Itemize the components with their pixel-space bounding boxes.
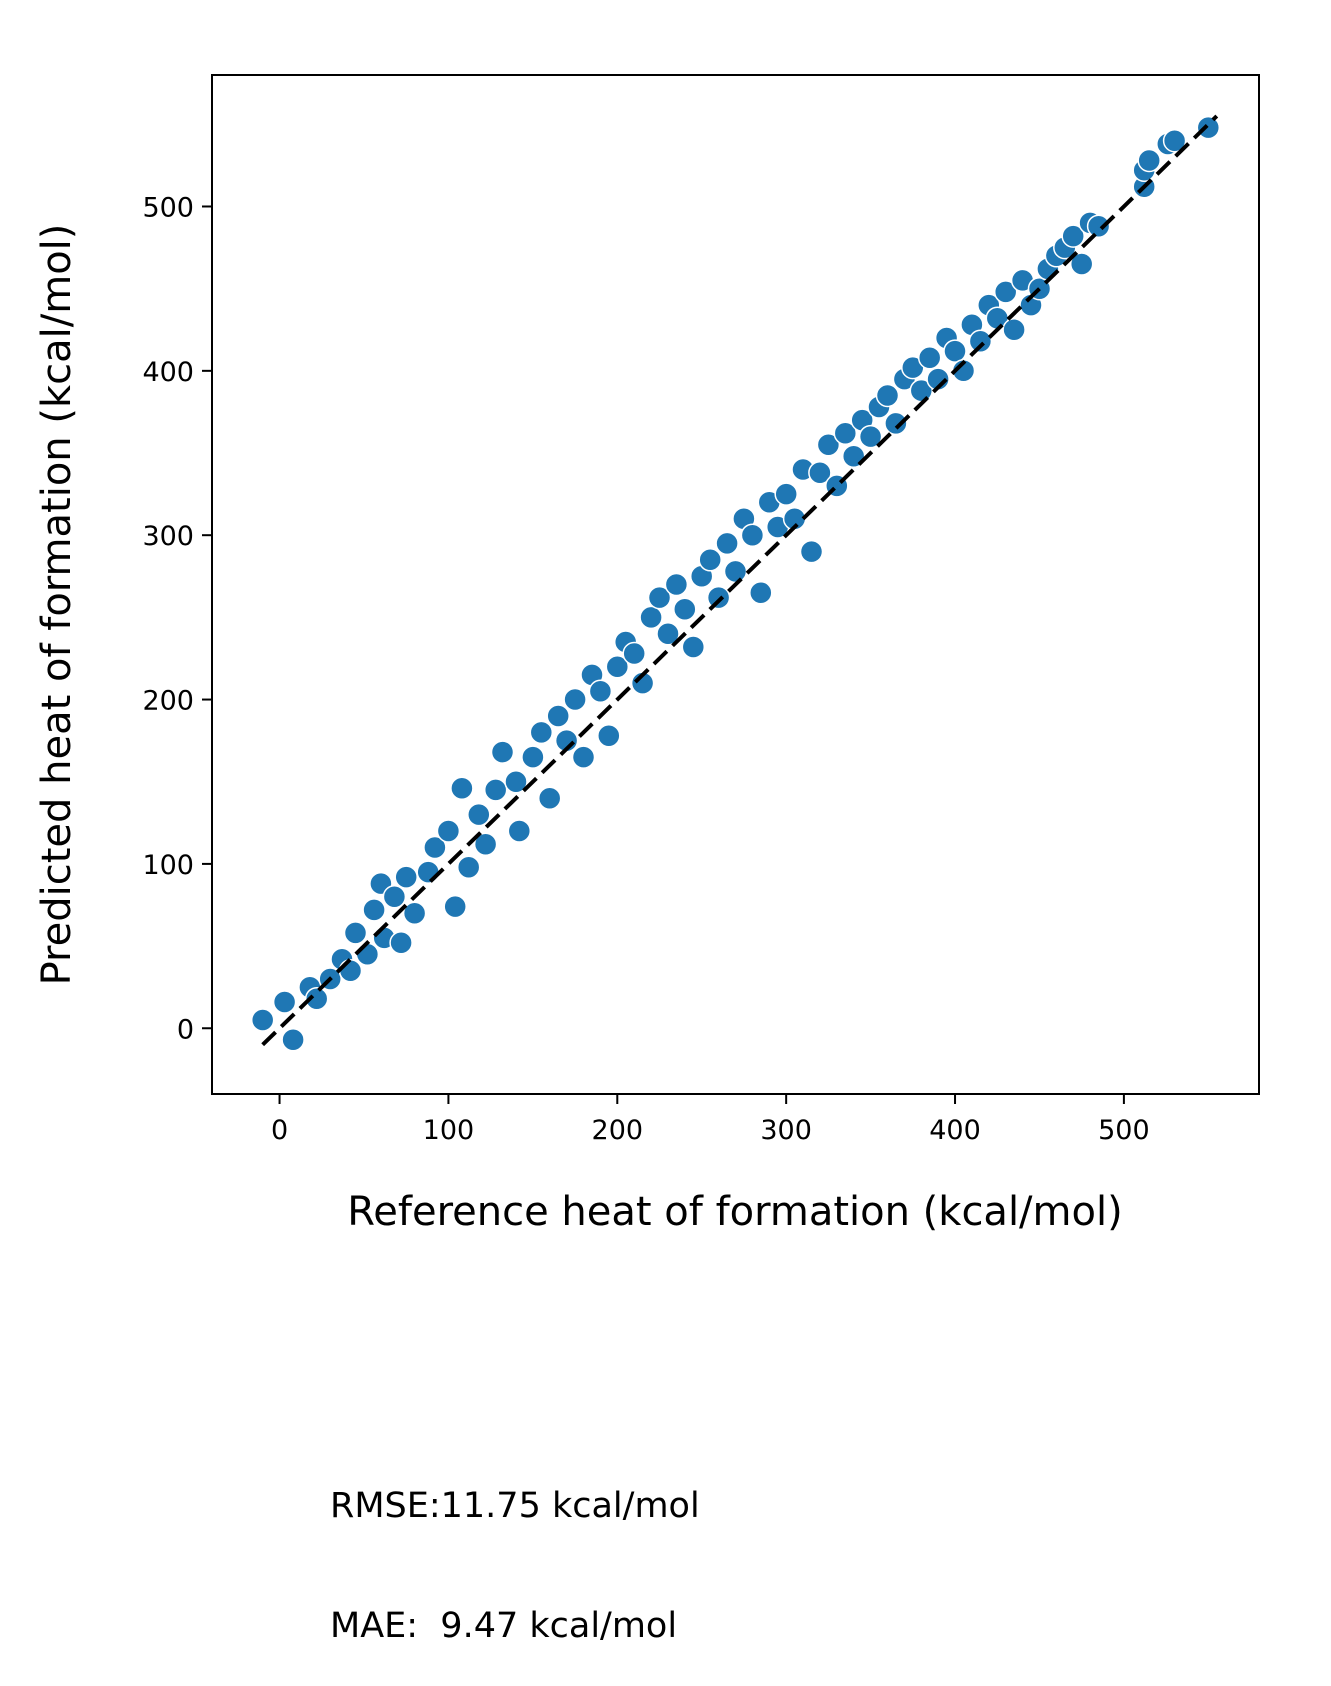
data-point	[1069, 252, 1094, 276]
data-point	[1086, 214, 1111, 238]
data-point	[1196, 115, 1221, 140]
data-point	[622, 641, 646, 666]
data-point	[833, 421, 858, 446]
y-tick-label: 400	[142, 357, 194, 388]
data-point	[563, 687, 587, 712]
mae-text: MAE: 9.47 kcal/mol	[330, 1606, 678, 1646]
data-point	[389, 931, 413, 955]
data-point	[774, 482, 798, 506]
y-axis-label: Predicted heat of formation (kcal/mol)	[34, 224, 80, 986]
data-point	[504, 769, 528, 794]
data-point	[490, 740, 515, 764]
data-point	[808, 460, 832, 485]
data-point	[698, 548, 722, 572]
data-point	[338, 958, 363, 983]
data-point	[473, 832, 498, 856]
data-point	[355, 942, 380, 967]
data-points	[250, 115, 1221, 1052]
data-point	[507, 819, 532, 843]
data-point	[546, 704, 570, 728]
x-tick-label: 100	[423, 1115, 475, 1146]
y-tick-label: 300	[142, 521, 194, 552]
data-point	[416, 860, 440, 884]
data-point	[706, 585, 731, 610]
x-tick-label: 400	[929, 1115, 981, 1146]
data-point	[529, 720, 554, 745]
data-point	[382, 885, 407, 909]
data-point	[799, 539, 824, 564]
data-point	[436, 819, 461, 843]
data-point	[1137, 148, 1161, 173]
data-point	[467, 802, 491, 827]
data-point	[968, 329, 993, 354]
data-point	[943, 339, 967, 363]
data-point	[740, 523, 765, 547]
data-point	[858, 424, 883, 449]
data-point	[521, 745, 545, 769]
data-point	[605, 654, 630, 679]
x-tick-label: 0	[271, 1115, 288, 1146]
rmse-text: RMSE:11.75 kcal/mol	[330, 1486, 700, 1526]
data-point	[362, 898, 386, 922]
data-point	[917, 345, 942, 370]
data-point	[281, 1028, 305, 1052]
metrics-box: RMSE:11.75 kcal/mol MAE: 9.47 kcal/mol	[330, 1406, 700, 1686]
data-point	[673, 597, 697, 621]
data-point	[1162, 128, 1187, 153]
data-point	[402, 901, 427, 925]
data-point	[423, 835, 447, 860]
data-point	[450, 776, 474, 801]
x-tick-label: 200	[592, 1115, 644, 1146]
data-point	[272, 990, 297, 1014]
y-axis: 0 100 200 300 400 500	[142, 192, 212, 1045]
data-point	[597, 723, 621, 748]
data-point	[1002, 318, 1026, 342]
data-point	[749, 580, 773, 605]
y-tick-label: 500	[142, 192, 194, 223]
data-point	[1061, 224, 1085, 248]
data-point	[656, 622, 680, 646]
x-tick-label: 500	[1098, 1115, 1150, 1146]
data-point	[343, 921, 368, 945]
data-point	[816, 433, 841, 457]
y-tick-label: 0	[177, 1014, 194, 1045]
x-axis-label: Reference heat of formation (kcal/mol)	[347, 1189, 1122, 1235]
data-point	[443, 894, 467, 919]
data-point	[483, 778, 508, 802]
data-point	[723, 559, 748, 584]
scatter-chart: 0 100 200 300 400 500 0 100 200 300 400 500 Refere…	[34, 74, 1260, 1235]
reference-line	[261, 114, 1219, 1047]
data-point	[715, 531, 739, 556]
data-point	[537, 786, 562, 810]
x-axis: 0 100 200 300 400 500	[271, 1094, 1150, 1146]
plot-frame	[211, 74, 1260, 1095]
data-point	[250, 1008, 275, 1032]
data-point	[647, 585, 672, 610]
y-tick-label: 100	[142, 850, 194, 881]
data-point	[681, 635, 706, 659]
data-point	[304, 986, 329, 1011]
data-point	[664, 572, 689, 597]
x-tick-label: 300	[760, 1115, 812, 1146]
data-point	[588, 679, 613, 704]
data-point	[571, 745, 596, 769]
data-point	[884, 411, 908, 436]
data-point	[394, 865, 418, 889]
data-point	[456, 855, 481, 879]
data-point	[875, 383, 900, 408]
data-point	[639, 605, 663, 630]
y-tick-label: 200	[142, 686, 194, 717]
data-point	[993, 280, 1018, 304]
